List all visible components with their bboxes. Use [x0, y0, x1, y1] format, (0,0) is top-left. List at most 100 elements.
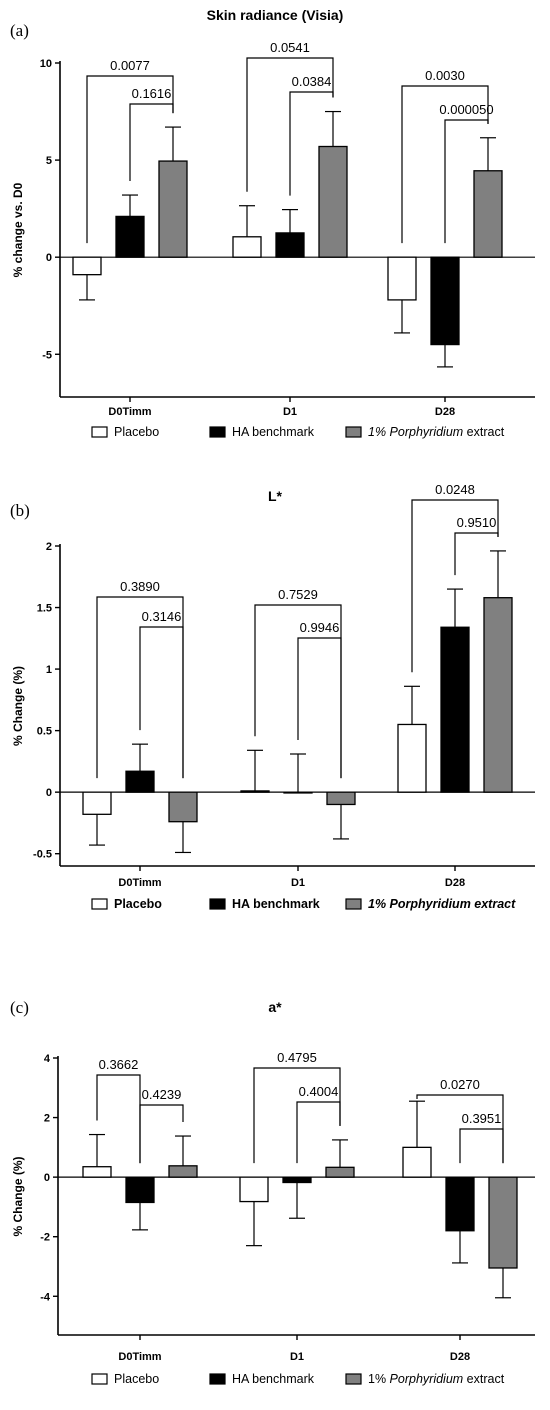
comparison-bracket: [139, 626, 184, 779]
p-value-label: 0.3890: [120, 579, 160, 594]
x-tick-label: D0Timm: [118, 877, 161, 889]
comparison-bracket: [444, 119, 489, 244]
legend-swatch-placebo: [91, 426, 108, 438]
legend-label-porphyridium: 1% Porphyridium extract: [368, 425, 505, 439]
bar-porphyridium: [168, 1165, 198, 1178]
legend-text: HA benchmark: [232, 425, 315, 439]
comparison-bracket: [459, 1128, 504, 1164]
y-tick-label: -5: [42, 349, 52, 361]
bar-porphyridium: [326, 791, 356, 806]
p-value-label: 0.3951: [462, 1111, 502, 1126]
legend-text: extract: [467, 425, 505, 439]
legend-label-ha-benchmark: HA benchmark: [232, 1372, 315, 1386]
legend-text: HA benchmark: [232, 897, 320, 911]
legend-text: HA benchmark: [232, 1372, 315, 1386]
chart-title: L*: [268, 488, 283, 504]
p-value-label: 0.3146: [142, 609, 182, 624]
y-tick-label: -2: [40, 1232, 50, 1244]
bar-porphyridium: [168, 791, 198, 823]
p-value-label: 0.0030: [425, 68, 465, 83]
p-value-label: 0.4004: [299, 1084, 339, 1099]
bar-porphyridium: [325, 1166, 355, 1178]
bar-placebo: [397, 723, 427, 793]
p-value-label: 0.0077: [110, 58, 150, 73]
bar-ha-benchmark: [125, 770, 155, 793]
y-tick-label: 1.5: [37, 603, 52, 615]
bar-placebo: [82, 791, 112, 815]
y-tick-label: 2: [44, 1113, 50, 1125]
bar-placebo: [387, 256, 417, 301]
comparison-bracket: [139, 1104, 184, 1164]
bar-porphyridium: [473, 170, 503, 258]
legend-label-placebo: Placebo: [114, 897, 162, 911]
legend: Placebo HA benchmark 1% Porphyridium extra…: [91, 897, 516, 911]
legend-text: 1%: [368, 1372, 390, 1386]
y-tick-label: 2: [46, 541, 52, 553]
legend-label-placebo: Placebo: [114, 425, 159, 439]
x-tick-label: D28: [435, 406, 455, 418]
legend-label-porphyridium: 1% Porphyridium extract: [368, 1372, 505, 1386]
comparison-bracket: [129, 103, 174, 182]
p-value-label: 0.0270: [440, 1077, 480, 1092]
y-tick-label: 0: [44, 1172, 50, 1184]
x-tick-label: D1: [290, 1351, 304, 1363]
bar-ha-benchmark: [282, 1176, 312, 1184]
p-value-label: 0.7529: [278, 587, 318, 602]
p-value-label: 0.4239: [142, 1087, 182, 1102]
legend-text: Placebo: [114, 425, 159, 439]
legend-label-ha-benchmark: HA benchmark: [232, 425, 315, 439]
bar-placebo: [232, 236, 262, 258]
panel-label: (a): [10, 21, 29, 40]
p-value-label: 0.3662: [99, 1057, 139, 1072]
x-tick-label: D28: [450, 1351, 470, 1363]
y-tick-label: 0.5: [37, 726, 52, 738]
legend-label-placebo: Placebo: [114, 1372, 159, 1386]
legend-text: extract: [474, 897, 516, 911]
x-tick-label: D0Timm: [118, 1351, 161, 1363]
p-value-label: 0.0541: [270, 40, 310, 55]
legend-swatch-ha-benchmark: [209, 898, 226, 910]
y-tick-label: -4: [40, 1291, 51, 1303]
bar-ha-benchmark: [445, 1176, 475, 1232]
legend-text: Placebo: [114, 897, 162, 911]
bar-ha-benchmark: [125, 1176, 155, 1204]
y-tick-label: 4: [44, 1053, 51, 1065]
x-tick-label: D1: [291, 877, 305, 889]
p-value-label: 0.000050: [439, 102, 493, 117]
legend-label-porphyridium: 1% Porphyridium extract: [368, 897, 516, 911]
bar-ha-benchmark: [275, 232, 305, 258]
bar-placebo: [239, 1176, 269, 1203]
p-value-label: 0.9510: [457, 515, 497, 530]
y-axis-label: % Change (%): [11, 666, 25, 746]
bar-placebo: [72, 256, 102, 276]
bar-porphyridium: [318, 145, 348, 258]
comparison-bracket: [454, 532, 499, 576]
bar-porphyridium: [158, 160, 188, 258]
x-tick-label: D0Timm: [108, 406, 151, 418]
y-tick-label: 10: [40, 58, 52, 70]
comparison-bracket: [289, 91, 334, 196]
bar-porphyridium: [483, 597, 513, 793]
bar-placebo: [402, 1146, 432, 1178]
legend-label-ha-benchmark: HA benchmark: [232, 897, 320, 911]
y-axis-label: % Change (%): [11, 1156, 25, 1236]
comparison-bracket: [297, 637, 342, 779]
comparison-bracket: [411, 499, 499, 673]
bar-ha-benchmark: [115, 215, 145, 258]
p-value-label: 0.1616: [132, 86, 172, 101]
chart-panel-3: (c) a* % Change (%) -4 -2 0 2 4 D0Timm D1 D28 0.366…: [10, 998, 535, 1386]
comparison-bracket: [296, 1101, 341, 1164]
bar-ha-benchmark: [283, 791, 313, 794]
legend-swatch-ha-benchmark: [209, 1373, 226, 1385]
y-tick-label: 0: [46, 787, 52, 799]
legend: Placebo HA benchmark 1% Porphyridium extra…: [91, 1372, 505, 1386]
bar-placebo: [82, 1166, 112, 1178]
bar-porphyridium: [488, 1176, 518, 1269]
bar-ha-benchmark: [440, 626, 470, 793]
x-tick-label: D1: [283, 406, 297, 418]
y-tick-label: -0.5: [33, 849, 52, 861]
y-tick-label: 0: [46, 252, 52, 264]
chart-panel-2: (b) L* % Change (%) -0.5 0 0.5 1 1.5 2 D0Timm D1 D2…: [10, 482, 535, 911]
chart-panel-1: (a) Skin radiance (Visia) % change vs. D0 -…: [10, 7, 535, 439]
comparison-bracket: [246, 57, 334, 192]
